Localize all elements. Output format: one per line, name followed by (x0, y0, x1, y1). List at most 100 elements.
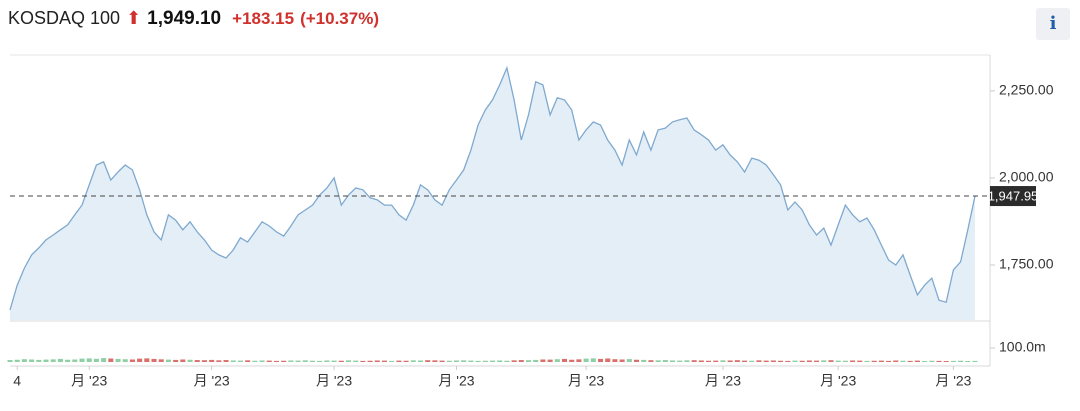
up-arrow: ⬆ (126, 8, 142, 28)
change-percent: (+10.37%) (300, 9, 379, 28)
volume-bar (525, 360, 532, 362)
volume-bar (835, 360, 841, 362)
volume-bar (381, 360, 387, 362)
volume-bar (943, 361, 949, 362)
volume-bar (43, 359, 49, 362)
x-tick-label: 月 '23 (705, 373, 741, 389)
volume-bar (165, 359, 171, 362)
volume-bar (936, 360, 942, 362)
y-tick-label: 1,750.00 (999, 256, 1054, 272)
volume-bar (331, 360, 337, 362)
volume-bar (158, 359, 164, 362)
y-tick-label: 2,000.00 (999, 169, 1054, 185)
volume-bar (439, 360, 445, 362)
volume-bar (21, 359, 27, 362)
volume-bar (425, 360, 431, 362)
volume-bar (576, 359, 582, 362)
volume-bar (317, 360, 323, 362)
volume-bar (914, 360, 920, 362)
volume-bar (108, 358, 114, 362)
index-name: KOSDAQ 100 (8, 8, 121, 28)
volume-bar (453, 360, 460, 362)
volume-bar (216, 360, 222, 362)
volume-bar (93, 358, 99, 362)
volume-bar (101, 358, 107, 362)
volume-bar (65, 359, 71, 362)
volume-bar (57, 358, 63, 362)
quote-header: KOSDAQ 100 ⬆ 1,949.10 +183.15 (+10.37%) (8, 8, 385, 30)
volume-bar (151, 358, 157, 362)
volume-bar (266, 360, 272, 362)
volume-bar (432, 360, 438, 362)
x-tick-label: 月 '23 (194, 373, 230, 389)
volume-bar (302, 360, 308, 362)
volume-bar (850, 360, 856, 362)
x-tick-label: 月 '23 (568, 373, 604, 389)
volume-bar (900, 360, 906, 362)
volume-bar (871, 360, 877, 362)
volume-bar (547, 359, 553, 362)
volume-bar (230, 360, 236, 362)
volume-bar (309, 360, 315, 362)
x-tick-label: 月 '23 (935, 373, 971, 389)
volume-bar (929, 360, 935, 362)
y2-tick-label: 100.0m (999, 339, 1046, 355)
volume-bar (252, 360, 258, 362)
volume-bar (504, 360, 510, 362)
volume-bar (950, 360, 956, 362)
volume-bar (137, 358, 143, 362)
volume-bar (634, 359, 640, 362)
volume-bar (842, 360, 848, 362)
volume-bar (965, 361, 971, 362)
volume-bar (259, 360, 265, 362)
change: +183.15 (232, 9, 295, 28)
volume-bar (50, 359, 56, 362)
volume-bar (677, 360, 683, 362)
volume-bar (338, 360, 344, 362)
volume-bar (561, 358, 568, 362)
volume-bar (972, 360, 978, 362)
volume-bar (194, 360, 200, 362)
volume-bar (619, 359, 625, 362)
volume-bar (778, 360, 784, 362)
last-price-box (990, 186, 1036, 207)
volume-bar (29, 359, 35, 362)
volume-bar (533, 359, 539, 362)
price-line (9, 65, 976, 311)
volume-bar (374, 360, 380, 362)
info-button[interactable]: i (1036, 8, 1070, 40)
volume-bar (86, 358, 92, 362)
volume-bar (706, 360, 712, 362)
volume-bar (626, 359, 632, 362)
volume-bar (115, 358, 121, 362)
volume-bar (288, 360, 294, 362)
volume-bar (612, 359, 618, 362)
price: 1,949.10 (147, 8, 222, 29)
volume-bar (273, 360, 279, 362)
volume-bar (295, 360, 301, 362)
volume-bar (756, 360, 762, 362)
volume-bar (209, 359, 215, 362)
volume-bar (144, 358, 150, 362)
volume-bar (482, 360, 488, 362)
volume-bar (511, 360, 517, 362)
volume-bar (353, 360, 359, 362)
volume-bar (814, 360, 820, 362)
volume-bar (698, 360, 704, 362)
volume-bar (468, 360, 474, 362)
volume-bar (540, 359, 546, 362)
volume-bar (360, 360, 366, 362)
volume-bar (583, 358, 589, 362)
volume-bar (670, 360, 676, 362)
y-tick-label: 2,250.00 (999, 82, 1054, 98)
volume-bar (655, 360, 661, 362)
volume-bar (497, 360, 503, 362)
volume-bar (367, 360, 373, 362)
volume-bar (489, 360, 496, 362)
price-area (10, 67, 975, 321)
volume-bar (173, 359, 179, 362)
volume-bar (590, 358, 596, 362)
volume-bar (461, 360, 467, 362)
x-tick-label: 4 (13, 373, 21, 389)
